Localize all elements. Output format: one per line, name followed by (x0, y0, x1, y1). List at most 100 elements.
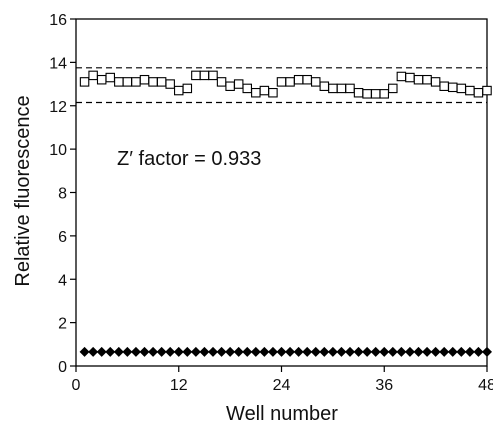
data-point-diamond (473, 346, 484, 357)
data-point-square (139, 74, 150, 85)
data-point-diamond (250, 346, 261, 357)
data-point-diamond (139, 346, 150, 357)
data-point-square (465, 85, 475, 96)
data-point-square (165, 79, 175, 89)
y-axis-ticks: 0 2 4 6 8 10 12 14 16 (49, 12, 76, 376)
data-point-diamond (130, 346, 141, 357)
data-point-diamond (216, 346, 227, 357)
data-point-square (447, 82, 458, 93)
y-axis-label: Relative fluorescence (12, 95, 34, 286)
data-point-square (336, 83, 347, 94)
data-point-diamond (319, 346, 330, 357)
y-tick-label: 8 (58, 186, 67, 203)
data-point-diamond (439, 346, 450, 357)
data-point-square (199, 70, 210, 81)
data-point-diamond (122, 346, 133, 357)
y-tick-label: 6 (58, 229, 67, 246)
data-point-diamond (267, 346, 278, 357)
data-point-square (345, 83, 355, 94)
data-point-square (353, 87, 364, 98)
data-point-square (430, 77, 441, 87)
data-point-diamond (379, 346, 390, 357)
data-point-diamond (233, 346, 244, 357)
x-tick-label: 12 (170, 377, 188, 394)
data-point-square (174, 85, 184, 96)
data-point-diamond (182, 346, 193, 357)
data-point-diamond (165, 346, 176, 357)
data-point-square (114, 77, 124, 87)
data-point-diamond (396, 346, 407, 357)
data-point-square (328, 83, 338, 94)
data-point-diamond (79, 346, 90, 357)
data-point-diamond (285, 346, 296, 357)
data-point-diamond (404, 346, 415, 357)
data-point-diamond (370, 346, 381, 357)
data-point-square (396, 71, 407, 82)
x-axis-label: Well number (226, 403, 338, 425)
data-point-diamond (387, 346, 398, 357)
data-point-diamond (456, 346, 467, 357)
z-factor-annotation: Z′ factor = 0.933 (117, 148, 261, 170)
plot-border (75, 18, 488, 367)
data-point-square (422, 74, 432, 85)
data-point-square (131, 77, 141, 87)
y-tick-label: 16 (49, 12, 67, 29)
data-point-diamond (310, 346, 321, 357)
data-point-square (456, 83, 467, 94)
data-point-diamond (96, 346, 107, 357)
data-point-diamond (362, 346, 373, 357)
data-point-square (388, 83, 398, 94)
data-point-square (233, 79, 244, 89)
plot-frame (75, 18, 488, 367)
data-point-diamond (464, 346, 475, 357)
data-point-diamond (336, 346, 347, 357)
data-point-square (302, 74, 312, 85)
data-point-square (362, 89, 372, 99)
data-point-square (370, 89, 381, 99)
data-point-diamond (156, 346, 167, 357)
data-point-diamond (190, 346, 201, 357)
data-point-square (285, 77, 295, 87)
series-1 (79, 346, 492, 357)
data-point-diamond (482, 346, 492, 357)
data-point-square (225, 81, 235, 91)
data-point-square (148, 77, 158, 87)
y-tick-label: 2 (58, 316, 67, 333)
data-point-square (276, 77, 287, 87)
x-tick-label: 24 (273, 377, 291, 394)
data-point-diamond (293, 346, 304, 357)
data-point-diamond (259, 346, 270, 357)
data-point-square (405, 72, 415, 83)
data-point-diamond (276, 346, 287, 357)
reference-lines (76, 67, 487, 104)
data-point-diamond (199, 346, 210, 357)
data-point-square (379, 89, 389, 99)
data-point-square (216, 77, 227, 87)
data-point-square (259, 85, 270, 96)
y-tick-label: 10 (49, 142, 67, 159)
data-point-diamond (173, 346, 184, 357)
data-point-diamond (345, 346, 355, 357)
data-point-diamond (430, 346, 441, 357)
data-point-square (319, 81, 330, 91)
y-tick-label: 14 (49, 55, 67, 72)
data-point-square (88, 70, 98, 81)
data-point-diamond (113, 346, 124, 357)
data-point-square (122, 77, 133, 87)
data-point-square (439, 81, 449, 91)
data-point-diamond (105, 346, 116, 357)
data-point-diamond (225, 346, 236, 357)
data-point-diamond (208, 346, 218, 357)
data-point-square (482, 85, 492, 96)
data-point-square (182, 83, 193, 94)
x-tick-label: 0 (72, 377, 81, 394)
data-point-square (310, 77, 321, 87)
data-point-square (251, 87, 261, 98)
data-point-diamond (447, 346, 458, 357)
data-point-square (473, 87, 484, 98)
data-point-diamond (88, 346, 99, 357)
y-tick-label: 0 (58, 359, 67, 376)
data-point-square (413, 74, 424, 85)
